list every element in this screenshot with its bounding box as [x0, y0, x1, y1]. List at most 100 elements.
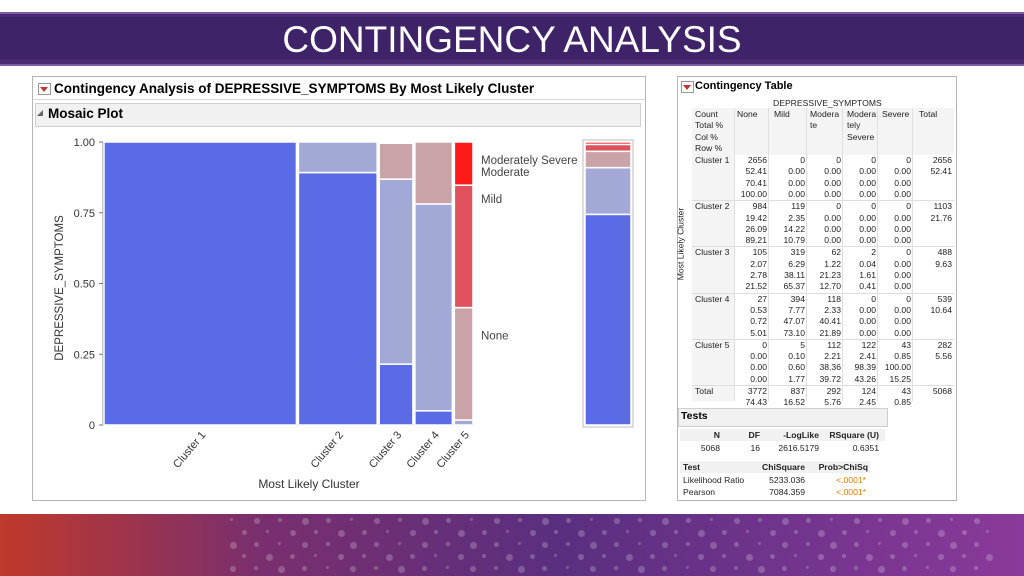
table-cell: 74.43: [745, 397, 767, 408]
tests-outline-bar[interactable]: [678, 408, 888, 427]
decorative-dot: [230, 566, 236, 572]
decorative-dot: [674, 554, 677, 557]
decorative-dot: [914, 530, 918, 534]
decorative-dot: [542, 518, 549, 525]
tests-header-bg: [680, 461, 870, 473]
decorative-dot: [650, 554, 655, 559]
decorative-dot: [590, 566, 596, 572]
decorative-dot: [254, 566, 258, 570]
marginal-bar-frame: [582, 139, 634, 428]
marginal-tile: [584, 143, 632, 153]
column-separator: [768, 108, 769, 401]
mosaic-outline-bar[interactable]: [35, 103, 641, 127]
decorative-dot: [866, 554, 873, 561]
tests-header: Test: [683, 462, 701, 472]
decorative-dot: [662, 542, 668, 548]
table-cell: 394: [790, 293, 805, 304]
decorative-dot: [518, 566, 525, 573]
decorative-dot: [614, 518, 620, 524]
decorative-dot: [818, 554, 824, 560]
table-cell: 43: [901, 339, 911, 350]
mosaic-tile: [297, 141, 378, 174]
table-cell: 0: [871, 201, 876, 212]
stat-label: Total %: [695, 120, 724, 131]
decorative-dot: [686, 542, 690, 546]
decorative-dot: [266, 554, 273, 561]
decorative-dot: [578, 530, 585, 537]
row-label: Cluster 4: [695, 293, 730, 304]
decorative-dot: [242, 554, 246, 558]
table-cell: 0.10: [788, 351, 805, 362]
mosaic-tile: [453, 141, 474, 186]
stat-label: Col %: [695, 131, 718, 142]
red-triangle-icon[interactable]: [683, 85, 691, 90]
test-prob: <.0001*: [836, 486, 866, 497]
table-cell: 118: [827, 293, 841, 304]
mosaic-plot-title: Mosaic Plot: [48, 106, 124, 121]
decorative-dot: [350, 518, 353, 521]
table-cell: 1.77: [788, 373, 805, 384]
decorative-dot: [566, 566, 569, 569]
table-cell: 0.00: [859, 188, 876, 199]
column-separator: [877, 108, 878, 401]
table-cell: 2.41: [859, 351, 876, 362]
tests-summary-header-bg: [680, 429, 885, 441]
table-cell: 1.61: [859, 270, 876, 280]
decorative-dot: [422, 566, 427, 571]
table-cell: 5068: [932, 386, 952, 396]
tests-table: N DF -LogLike RSquare (U) 5068 16 2616.5179 0.6…: [678, 77, 956, 500]
table-cell: 837: [790, 386, 805, 396]
decorative-dot: [770, 554, 775, 559]
marginal-tile: [584, 150, 632, 169]
table-cell: 0: [836, 201, 841, 212]
decorative-dot: [830, 542, 837, 549]
table-cell: 15.25: [889, 373, 911, 384]
table-cell: 122: [861, 339, 876, 350]
row-label: Cluster 3: [695, 247, 730, 258]
decorative-dot: [686, 566, 689, 569]
decorative-dot: [782, 566, 787, 571]
mosaic-tile: [378, 141, 414, 144]
decorative-dot: [698, 554, 704, 560]
decorative-dot: [338, 530, 345, 537]
decorative-dot: [314, 554, 317, 557]
decorative-dot: [818, 530, 825, 537]
decorative-dot: [602, 530, 607, 535]
decorative-dot: [722, 530, 727, 535]
decorative-dot: [794, 530, 798, 534]
tests-summary-header: RSquare (U): [829, 430, 879, 440]
table-cell: 16.52: [783, 397, 805, 408]
decorative-dot: [902, 566, 907, 571]
table-cell: 0: [906, 247, 911, 258]
marginal-tile: [584, 141, 632, 146]
decorative-dot: [254, 542, 259, 547]
column-header: Severe: [847, 131, 875, 142]
table-cell: 0: [762, 339, 767, 350]
table-cell: 98.39: [854, 362, 876, 373]
decorative-dot: [986, 554, 993, 561]
table-cell: 47.07: [783, 316, 805, 327]
decorative-dot: [614, 542, 619, 547]
table-cell: 10.64: [930, 304, 952, 315]
decorative-dot: [410, 530, 416, 536]
table-cell: 488: [937, 247, 952, 258]
table-cell: 26.09: [745, 223, 767, 234]
decorative-dot: [722, 554, 726, 558]
report-title: Contingency Analysis of DEPRESSIVE_SYMPT…: [54, 81, 535, 96]
decorative-dot: [950, 542, 957, 549]
row-label: Cluster 2: [695, 201, 730, 212]
red-triangle-icon[interactable]: [40, 87, 48, 92]
table-cell: 2.78: [750, 270, 767, 280]
row-separator: [692, 200, 954, 202]
table-cell: 70.41: [745, 177, 767, 188]
collapse-triangle-icon[interactable]: [37, 110, 43, 116]
decorative-dot: [326, 518, 331, 523]
decorative-dot: [530, 554, 535, 559]
decorative-dot: [758, 566, 765, 573]
decorative-dot: [518, 542, 521, 545]
decorative-dot: [446, 542, 450, 546]
table-cell: 65.37: [783, 281, 805, 292]
decorative-dot: [926, 542, 930, 546]
row-label: Cluster 1: [695, 155, 730, 165]
table-cell: 0.00: [894, 316, 911, 327]
